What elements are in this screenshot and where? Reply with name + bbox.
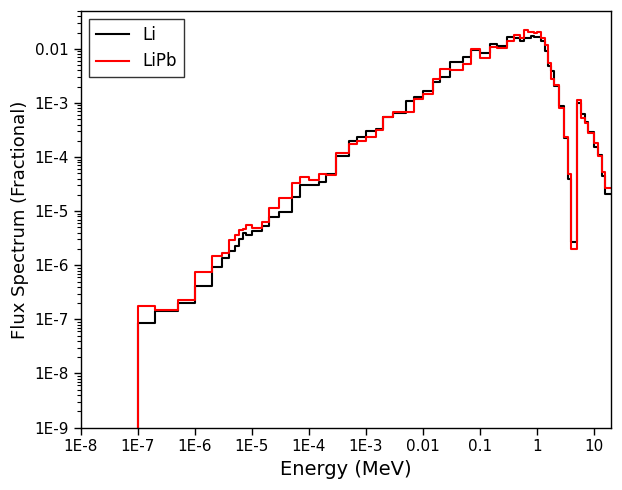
LiPb: [524, 27, 532, 33]
LiPb: [77, 428, 85, 434]
Legend: Li, LiPb: Li, LiPb: [90, 20, 184, 77]
LiPb: [541, 35, 549, 41]
Line: LiPb: LiPb: [81, 30, 611, 434]
LiPb: [607, 186, 615, 192]
LiPb: [521, 27, 528, 33]
X-axis label: Energy (MeV): Energy (MeV): [280, 460, 412, 479]
Li: [527, 33, 535, 39]
Li: [296, 182, 304, 188]
Li: [550, 68, 558, 74]
LiPb: [117, 431, 124, 437]
Line: Li: Li: [81, 36, 611, 441]
Li: [77, 437, 85, 442]
Li: [541, 38, 549, 44]
Y-axis label: Flux Spectrum (Fractional): Flux Spectrum (Fractional): [11, 100, 29, 339]
Li: [607, 191, 615, 197]
Li: [521, 35, 528, 41]
LiPb: [446, 67, 453, 73]
Li: [389, 110, 397, 116]
LiPb: [296, 173, 304, 179]
LiPb: [389, 109, 397, 115]
LiPb: [550, 76, 558, 82]
Li: [446, 59, 453, 65]
Li: [117, 439, 124, 444]
